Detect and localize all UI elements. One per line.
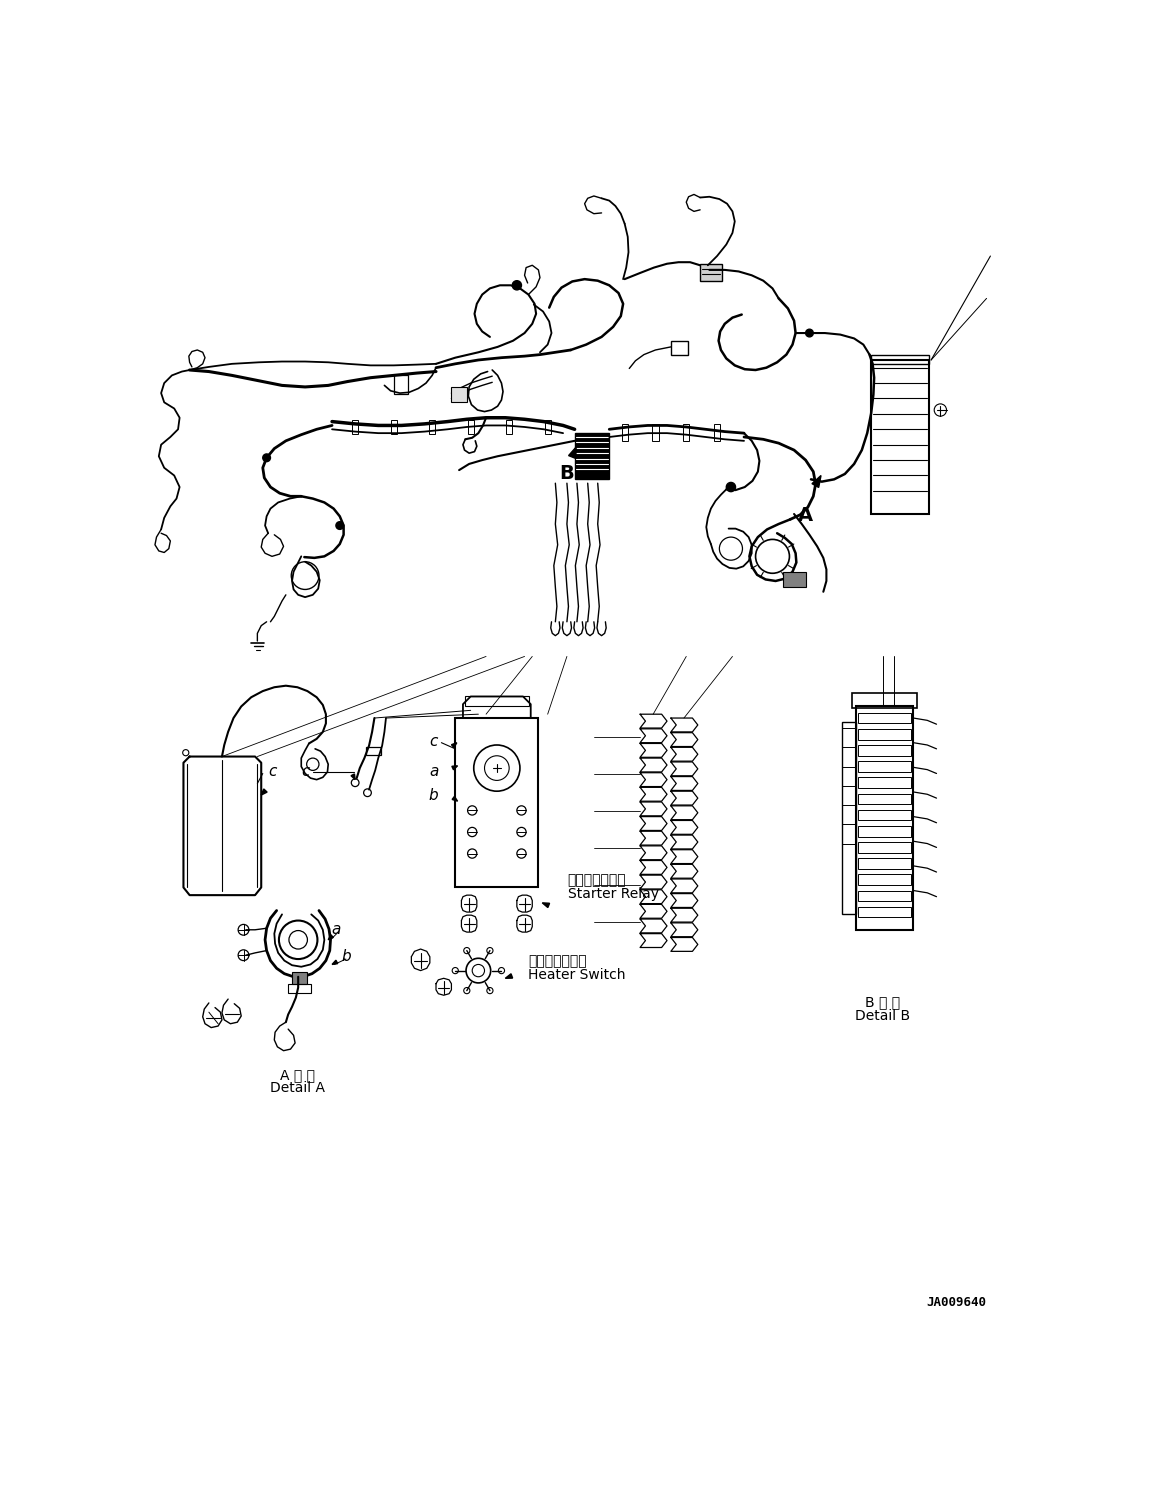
- Bar: [858, 827, 911, 837]
- Polygon shape: [505, 974, 513, 979]
- Polygon shape: [452, 743, 456, 747]
- Bar: [858, 777, 911, 788]
- Bar: [700, 264, 722, 280]
- Bar: [858, 810, 911, 821]
- Bar: [858, 713, 911, 724]
- Bar: [871, 360, 929, 513]
- Text: B 詳 細: B 詳 細: [865, 995, 900, 1009]
- Polygon shape: [452, 797, 457, 801]
- Bar: [394, 376, 408, 394]
- Bar: [852, 692, 917, 709]
- Text: c: c: [268, 764, 276, 779]
- Bar: [430, 421, 435, 434]
- Text: B: B: [559, 464, 574, 483]
- Bar: [858, 794, 911, 804]
- Text: JA009640: JA009640: [926, 1297, 986, 1310]
- Bar: [858, 745, 911, 756]
- Bar: [468, 421, 474, 434]
- Text: A 詳 細: A 詳 細: [280, 1068, 315, 1082]
- Bar: [856, 707, 914, 930]
- Polygon shape: [261, 789, 267, 795]
- Bar: [714, 424, 720, 440]
- Text: b: b: [341, 949, 351, 964]
- Circle shape: [262, 454, 270, 461]
- Text: c: c: [430, 734, 438, 749]
- Bar: [366, 747, 381, 755]
- Text: A: A: [798, 506, 813, 525]
- Bar: [858, 858, 911, 868]
- Bar: [352, 421, 358, 434]
- Bar: [858, 841, 911, 853]
- Bar: [858, 761, 911, 771]
- Bar: [871, 355, 929, 364]
- Text: a: a: [429, 764, 439, 779]
- Bar: [653, 424, 658, 440]
- Text: Detail A: Detail A: [270, 1082, 325, 1095]
- Bar: [452, 386, 467, 403]
- Circle shape: [512, 280, 521, 289]
- Text: ヒータスイッチ: ヒータスイッチ: [528, 955, 587, 968]
- Bar: [455, 718, 538, 888]
- Text: Starter Relay: Starter Relay: [567, 886, 658, 901]
- Polygon shape: [568, 448, 576, 458]
- Bar: [842, 722, 856, 915]
- Polygon shape: [328, 934, 334, 940]
- Bar: [464, 697, 529, 706]
- Bar: [621, 424, 628, 440]
- Bar: [545, 421, 551, 434]
- Circle shape: [336, 522, 344, 530]
- Bar: [292, 973, 307, 983]
- Bar: [858, 874, 911, 885]
- Text: b: b: [429, 788, 439, 803]
- Text: a: a: [331, 922, 341, 937]
- Bar: [289, 983, 312, 994]
- Polygon shape: [333, 961, 337, 964]
- Bar: [858, 907, 911, 918]
- Text: c: c: [301, 764, 310, 779]
- Polygon shape: [542, 903, 550, 907]
- Text: Heater Switch: Heater Switch: [528, 968, 626, 982]
- Circle shape: [726, 482, 736, 492]
- Bar: [574, 433, 610, 479]
- Bar: [683, 424, 690, 440]
- Polygon shape: [351, 774, 356, 780]
- Bar: [858, 728, 911, 740]
- Polygon shape: [452, 765, 457, 770]
- Text: スタータリレー: スタータリレー: [567, 873, 626, 886]
- Text: Detail B: Detail B: [855, 1009, 910, 1024]
- Bar: [858, 891, 911, 901]
- Bar: [390, 421, 397, 434]
- Bar: [506, 421, 512, 434]
- Polygon shape: [812, 476, 821, 488]
- Circle shape: [805, 330, 813, 337]
- Bar: [782, 571, 805, 588]
- Bar: [671, 340, 688, 355]
